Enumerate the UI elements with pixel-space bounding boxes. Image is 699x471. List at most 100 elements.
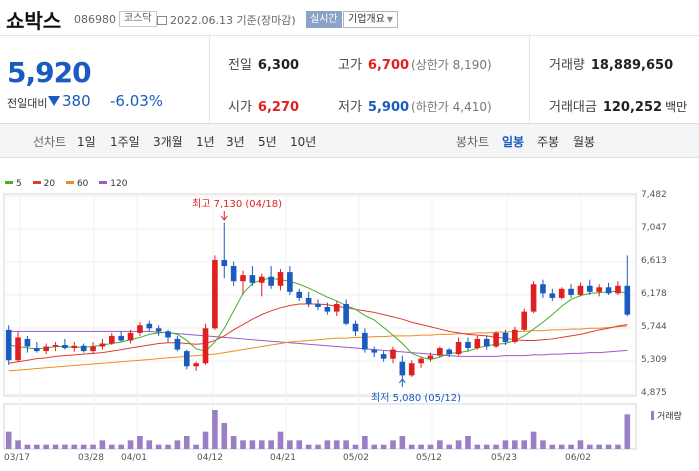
volume-bar: [212, 410, 218, 449]
upper-limit: (상한가 8,190): [411, 58, 492, 72]
volume-bar: [587, 444, 593, 449]
volume-bar: [380, 444, 387, 449]
volume-bar: [624, 414, 631, 449]
candle-body: [202, 328, 209, 364]
candle-body: [193, 363, 199, 367]
tab-1y[interactable]: 1년: [196, 135, 215, 149]
ma-line-60: [8, 325, 628, 372]
candle-body: [427, 355, 434, 359]
tab-daily[interactable]: 일봉: [502, 135, 525, 149]
stock-header: 쇼박스 086980 코스닥 2022.06.13 기준(장마감) 실시간 기업…: [0, 0, 699, 36]
y-tick-label: 4,875: [641, 388, 667, 398]
tab-weekly[interactable]: 주봉: [537, 135, 560, 149]
volume-bar: [427, 444, 434, 449]
realtime-button[interactable]: 실시간: [306, 11, 342, 28]
candle-body: [43, 346, 49, 352]
low-annotation: 최저 5,080 (05/12): [371, 393, 462, 404]
candle-body: [568, 288, 574, 295]
legend-ma5: 5: [5, 179, 22, 189]
volume-bar: [558, 444, 565, 449]
volume-bar: [137, 436, 143, 449]
candle-body: [71, 345, 78, 349]
low-price: 저가 5,900 (하한가 4,410): [338, 96, 492, 115]
volume-bar: [5, 431, 12, 449]
volume-bar: [202, 431, 209, 449]
volume-bar: [52, 444, 59, 449]
candle-body: [183, 351, 190, 367]
volume: 거래량 18,889,650: [549, 54, 673, 73]
legend-ma5-label: 5: [16, 179, 22, 189]
candle-body: [483, 338, 490, 347]
volume-bar: [221, 423, 228, 449]
volume-bar: [418, 444, 424, 449]
volume-bar: [333, 440, 340, 449]
ma-line-20: [8, 303, 628, 364]
candle-body: [408, 363, 415, 376]
volume-bar: [371, 444, 378, 449]
candle-body: [380, 354, 387, 359]
candle-body: [240, 275, 246, 282]
candle-body: [165, 331, 171, 338]
prev-close-label: 전일: [228, 58, 252, 73]
x-tick-label: 06/02: [565, 453, 591, 463]
high-price: 고가 6,700 (상한가 8,190): [338, 54, 492, 73]
candle-body: [212, 259, 218, 329]
candle-body: [362, 332, 368, 350]
candle-body: [24, 338, 31, 347]
candle-body: [52, 345, 59, 347]
volume-bar: [521, 440, 528, 449]
candle-body: [343, 304, 349, 324]
legend-swatch: [32, 181, 41, 184]
candle-body: [512, 329, 518, 342]
candle-body: [371, 349, 378, 353]
candle-body: [90, 346, 96, 352]
change-label: 전일대비: [7, 97, 48, 110]
volume-bar: [80, 444, 87, 449]
candle-body: [230, 266, 237, 282]
tab-3y[interactable]: 3년: [226, 135, 245, 149]
volume-bar: [155, 444, 162, 449]
volume-bar: [127, 440, 134, 449]
tab-3m[interactable]: 3개월: [153, 135, 183, 149]
candle-body: [605, 287, 612, 294]
volume-bar: [568, 444, 574, 449]
open-price: 시가 6,270: [228, 96, 299, 115]
y-tick-label: 5,309: [641, 355, 667, 365]
base-date-text: 2022.06.13 기준(장마감): [170, 14, 296, 27]
volume-bar: [277, 431, 284, 449]
candle-body: [502, 332, 509, 342]
candle-body: [268, 276, 274, 286]
tab-5y[interactable]: 5년: [258, 135, 277, 149]
legend-swatch: [5, 181, 13, 184]
candle-body: [5, 329, 12, 361]
tab-10y[interactable]: 10년: [290, 135, 317, 149]
volume-bar: [305, 444, 312, 449]
market-badge: 코스닥: [119, 11, 157, 27]
candle-body: [221, 259, 228, 267]
candle-body: [249, 275, 256, 283]
volume-bar: [324, 440, 331, 449]
candle-body: [33, 348, 40, 352]
down-triangle-icon: [48, 96, 60, 106]
change-amount: 380: [62, 92, 91, 110]
company-info-dropdown[interactable]: 기업개요 ▼: [343, 11, 398, 28]
tab-monthly[interactable]: 월봉: [573, 135, 596, 149]
candle-body: [108, 335, 115, 344]
tab-1d[interactable]: 1일: [77, 135, 96, 149]
candle-body: [455, 341, 462, 355]
volume-value: 18,889,650: [590, 58, 674, 73]
price-chart[interactable]: [0, 186, 699, 471]
y-tick-label: 5,744: [641, 322, 667, 332]
volume-bar: [43, 444, 49, 449]
legend-swatch: [65, 181, 74, 184]
y-tick-label: 6,613: [641, 256, 667, 266]
x-tick-label: 03/17: [4, 453, 30, 463]
tab-1w[interactable]: 1주일: [110, 135, 140, 149]
volume-bar: [258, 440, 265, 449]
volume-bar: [605, 444, 612, 449]
stock-name: 쇼박스: [6, 9, 62, 33]
volume-bar: [540, 440, 546, 449]
high-annotation: 최고 7,130 (04/18): [192, 199, 283, 210]
volume-bar: [399, 436, 406, 449]
chart-tabs: 선차트 1일 1주일 3개월 1년 3년 5년 10년 봉차트 일봉 주봉 월봉: [0, 124, 699, 158]
